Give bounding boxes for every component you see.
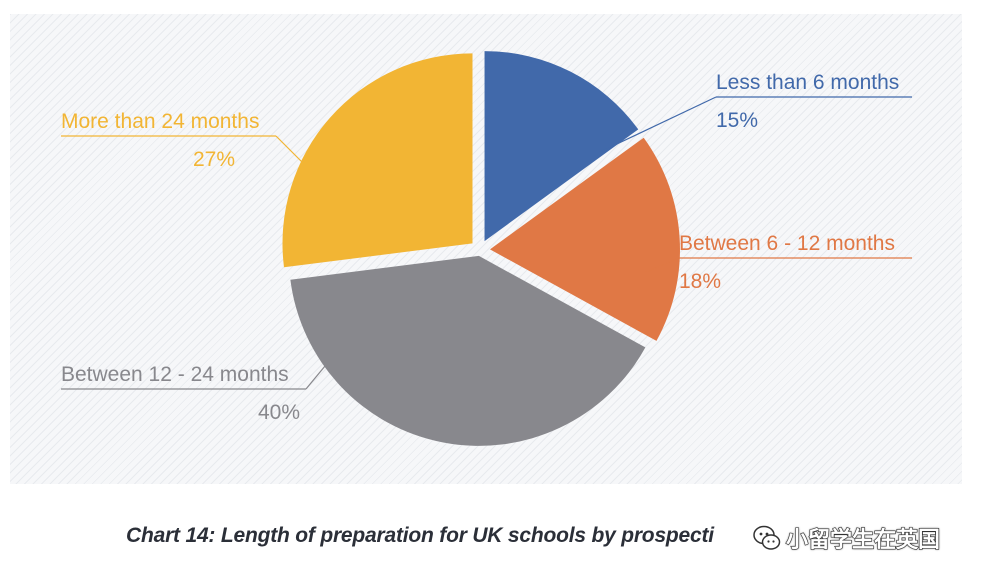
- leader-line-between-6-12-months: [645, 257, 680, 273]
- chart-caption: Chart 14: Length of preparation for UK s…: [126, 524, 714, 547]
- slice-label-less-than-6-months: Less than 6 months: [716, 71, 899, 94]
- pie-slice-more-than-24-months: [282, 53, 473, 268]
- leader-line-less-than-6-months: [599, 96, 717, 153]
- slice-label-more-than-24-months: More than 24 months: [61, 110, 259, 133]
- wechat-logo-icon: [753, 525, 781, 550]
- watermark: 小留学生在英国: [752, 521, 967, 555]
- slice-value-less-than-6-months: 15%: [716, 109, 758, 132]
- pie-slice-between-6-12-months: [489, 137, 680, 341]
- pie-slice-between-12-24-months: [290, 255, 646, 446]
- watermark-text: 小留学生在英国: [785, 527, 941, 553]
- pie-slice-less-than-6-months: [484, 51, 639, 242]
- slice-label-between-12-24-months: Between 12 - 24 months: [61, 363, 289, 386]
- slice-label-between-6-12-months: Between 6 - 12 months: [679, 232, 895, 255]
- leader-line-between-12-24-months: [305, 359, 331, 390]
- slice-value-more-than-24-months: 27%: [193, 148, 235, 171]
- leader-line-more-than-24-months: [275, 135, 321, 181]
- slice-value-between-12-24-months: 40%: [258, 401, 300, 424]
- slice-value-between-6-12-months: 18%: [679, 270, 721, 293]
